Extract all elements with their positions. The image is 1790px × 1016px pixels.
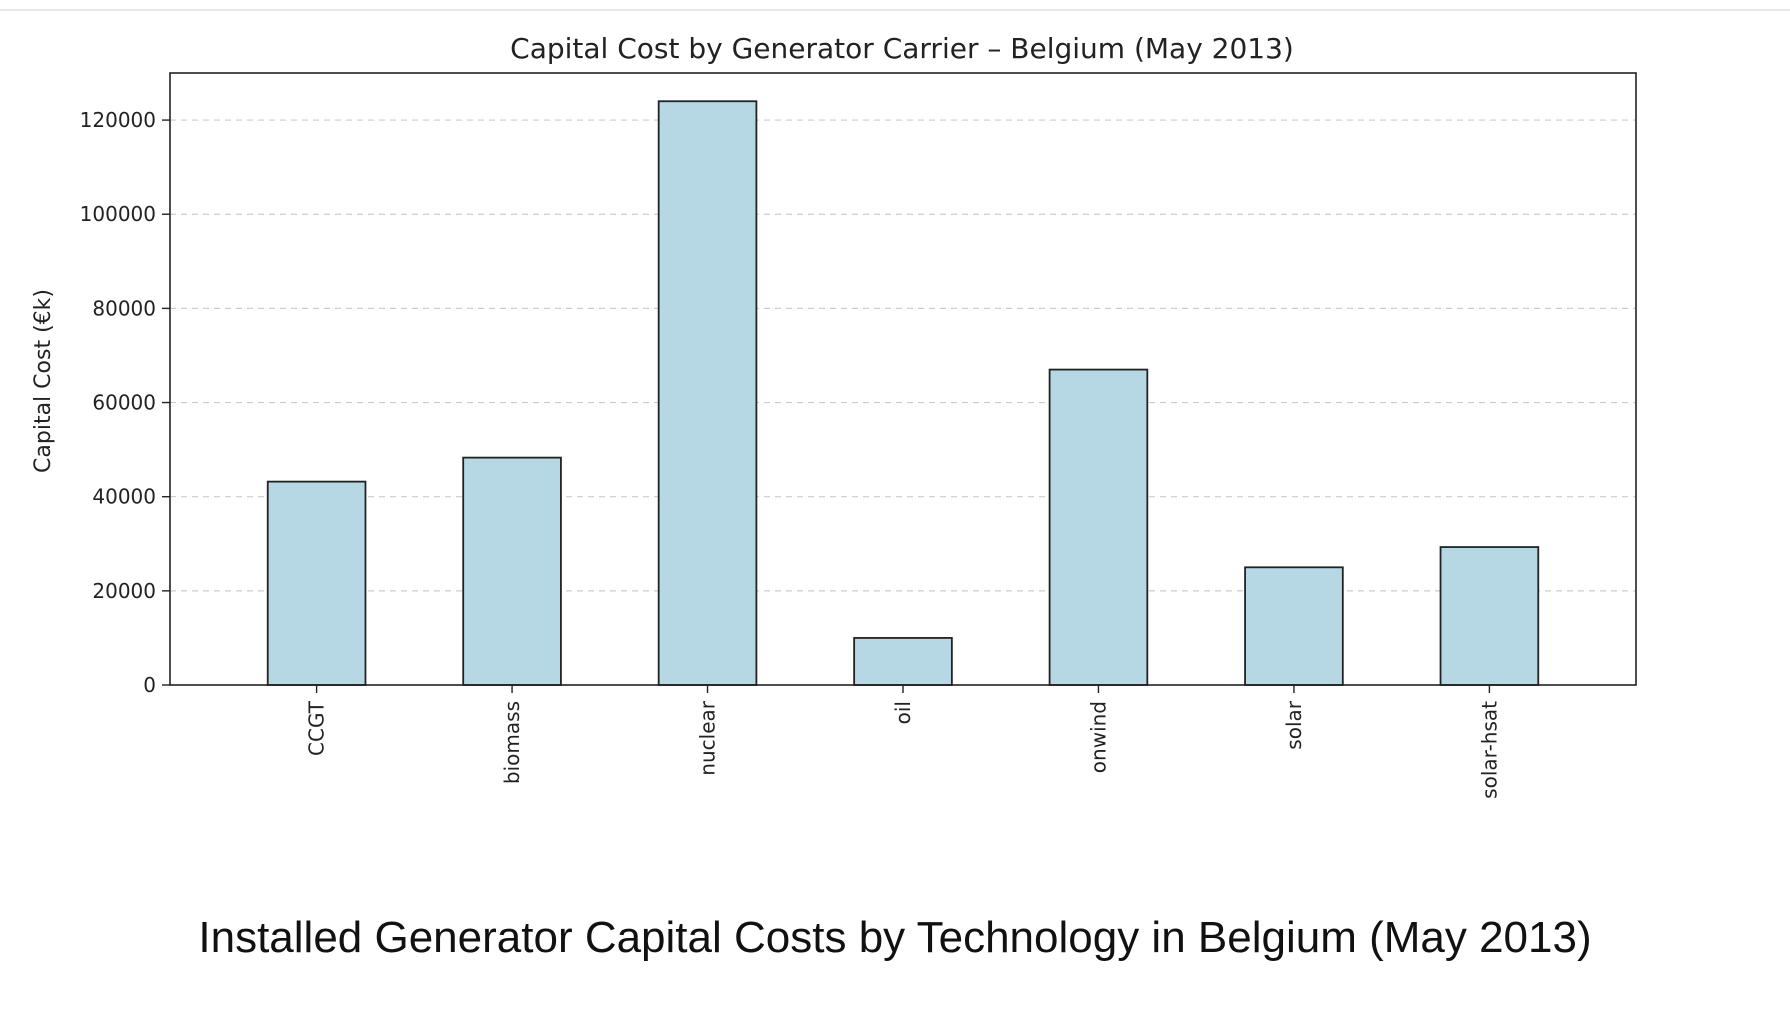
y-tick-label: 80000: [92, 296, 156, 320]
figure-caption: Installed Generator Capital Costs by Tec…: [198, 913, 1592, 962]
x-tick-label: CCGT: [305, 700, 329, 756]
bars: [266, 100, 1540, 686]
x-tick-label: solar: [1282, 700, 1306, 749]
x-axis-ticks: CCGT biomass nuclear oil onwind solar solar-hs…: [305, 685, 1501, 799]
bar-solar-hsat: [1439, 546, 1540, 686]
bar-chart: Capital Cost by Generator Carrier – Belg…: [31, 32, 1637, 799]
y-tick-label: 60000: [92, 391, 156, 415]
x-tick-label: solar-hsat: [1477, 701, 1501, 799]
top-divider: [0, 9, 1790, 11]
bar-nuclear: [657, 100, 758, 686]
x-tick-label: oil: [891, 701, 915, 724]
bar-onwind: [1048, 368, 1149, 686]
y-tick-label: 0: [143, 673, 156, 697]
y-tick-label: 40000: [92, 485, 156, 509]
x-tick-label: nuclear: [696, 700, 720, 775]
bar-oil: [853, 637, 953, 686]
y-axis-ticks: 0 20000 40000 60000 80000 100000 120000: [80, 108, 170, 697]
y-tick-label: 20000: [92, 579, 156, 603]
plot-frame: [169, 72, 1637, 686]
bar-solar: [1244, 566, 1344, 686]
bar-biomass: [462, 456, 562, 686]
bar-ccgt: [266, 480, 367, 686]
chart-title: Capital Cost by Generator Carrier – Belg…: [510, 32, 1294, 65]
x-tick-label: onwind: [1086, 701, 1110, 773]
y-axis-label: Capital Cost (€k): [31, 289, 56, 473]
y-tick-label: 120000: [80, 108, 156, 132]
gridlines: [170, 119, 1636, 592]
y-tick-label: 100000: [80, 202, 156, 226]
x-tick-label: biomass: [500, 701, 524, 784]
